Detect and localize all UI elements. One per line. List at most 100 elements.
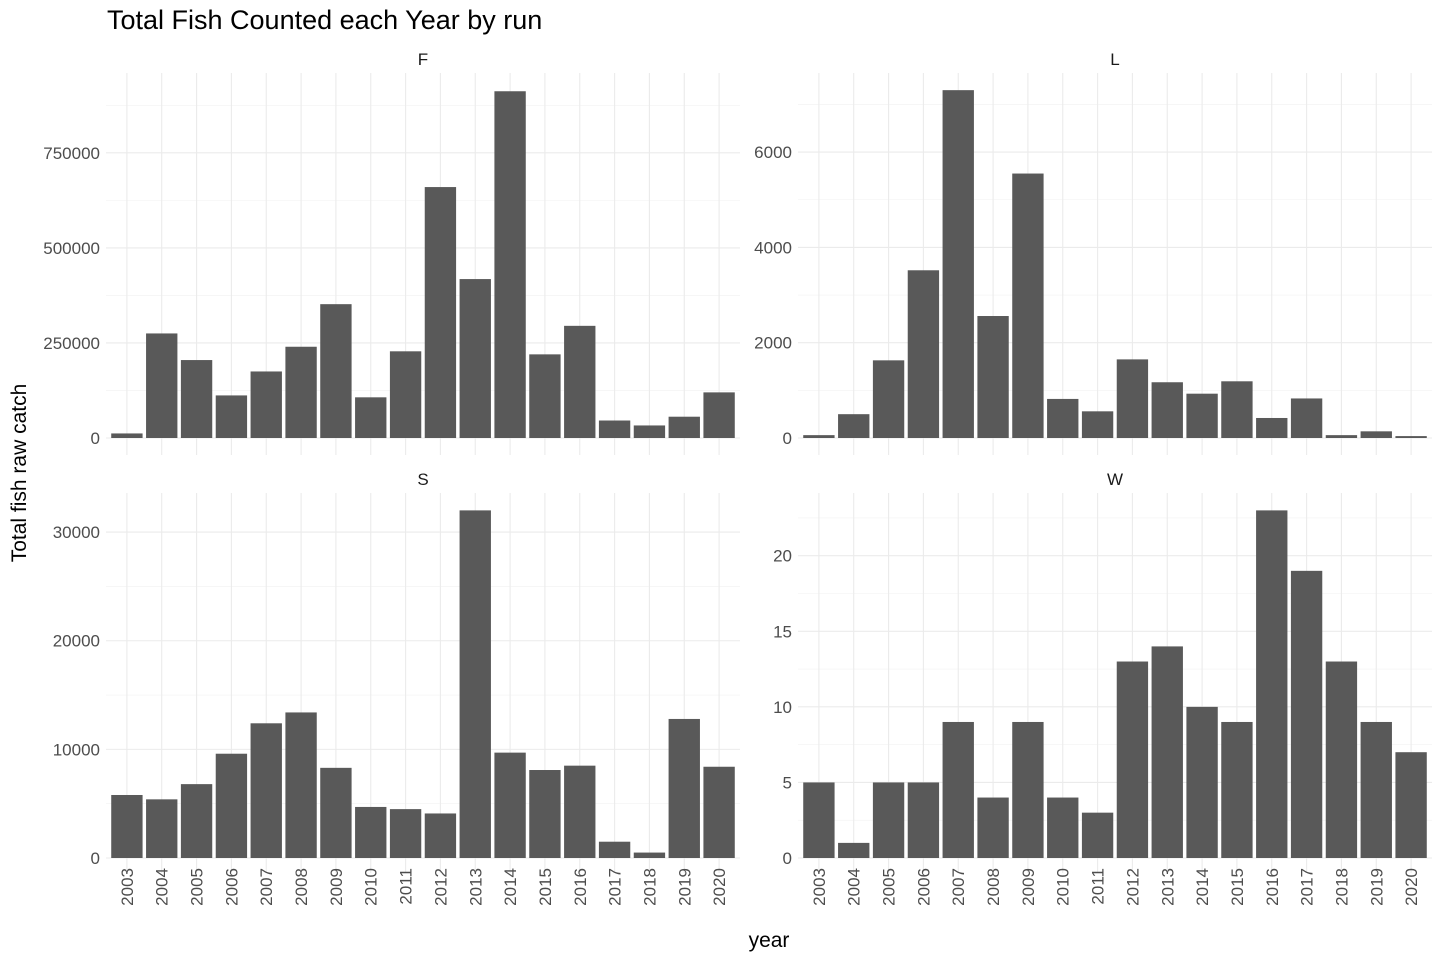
bar-f-2020 bbox=[703, 392, 735, 438]
bar-f-2014 bbox=[494, 91, 526, 438]
bar-w-2017 bbox=[1290, 570, 1323, 858]
x-tick-label: 2005 bbox=[880, 868, 899, 906]
bar-f-2011 bbox=[389, 351, 422, 438]
x-tick-label: 2011 bbox=[1089, 868, 1108, 905]
bar-f-2008 bbox=[285, 346, 317, 438]
x-tick-label: 2010 bbox=[362, 868, 381, 906]
y-tick-label: 10 bbox=[773, 698, 792, 717]
bar-w-2008 bbox=[977, 797, 1009, 858]
bar-f-2003 bbox=[111, 433, 143, 438]
chart-title: Total Fish Counted each Year by run bbox=[107, 5, 542, 35]
x-tick-label: 2015 bbox=[1228, 868, 1247, 906]
x-tick-label: 2007 bbox=[257, 868, 276, 906]
bar-l-2007 bbox=[942, 90, 974, 438]
bar-w-2012 bbox=[1116, 661, 1149, 858]
y-tick-label: 20000 bbox=[53, 632, 100, 651]
x-tick-label: 2016 bbox=[1263, 868, 1282, 906]
x-tick-label: 2016 bbox=[571, 868, 590, 906]
facet-panel-f: 0 250000 500000 750000 F bbox=[43, 50, 740, 455]
x-tick-label: 2015 bbox=[536, 868, 555, 906]
bar-f-2009 bbox=[320, 304, 352, 438]
facet-label-l: L bbox=[1110, 50, 1119, 69]
x-tick-label: 2005 bbox=[188, 868, 207, 906]
bar-l-2017 bbox=[1290, 398, 1323, 438]
x-tick-label: 2006 bbox=[914, 868, 933, 906]
bar-w-2019 bbox=[1360, 721, 1392, 858]
bar-f-2007 bbox=[250, 371, 282, 438]
bar-l-2005 bbox=[872, 360, 905, 438]
bar-w-2011 bbox=[1081, 812, 1114, 858]
facet-label-f: F bbox=[418, 50, 428, 69]
y-tick-label: 30000 bbox=[53, 523, 100, 542]
x-tick-label: 2003 bbox=[810, 868, 829, 906]
y-tick-label: 500000 bbox=[43, 239, 100, 258]
y-tick-label: 0 bbox=[91, 429, 100, 448]
bar-s-2005 bbox=[180, 784, 213, 858]
bar-w-2014 bbox=[1186, 706, 1218, 858]
bar-s-2009 bbox=[320, 767, 352, 858]
bar-w-2007 bbox=[942, 721, 974, 858]
x-tick-label: 2014 bbox=[1193, 868, 1212, 906]
bar-s-2013 bbox=[459, 510, 491, 858]
x-tick-label: 2010 bbox=[1054, 868, 1073, 906]
bar-s-2008 bbox=[285, 712, 317, 858]
x-tick-label: 2012 bbox=[431, 868, 450, 906]
y-tick-label: 15 bbox=[773, 622, 792, 641]
bar-w-2016 bbox=[1256, 510, 1288, 858]
bar-l-2020 bbox=[1395, 436, 1427, 438]
x-tick-label: 2019 bbox=[1367, 868, 1386, 906]
x-tick-label: 2012 bbox=[1123, 868, 1142, 906]
bar-s-2006 bbox=[215, 753, 248, 858]
bar-l-2016 bbox=[1256, 417, 1288, 438]
facet-panel-l: 0 2000 4000 6000 L bbox=[754, 50, 1432, 455]
bar-l-2006 bbox=[907, 270, 940, 438]
y-tick-label: 6000 bbox=[754, 143, 792, 162]
bar-s-2019 bbox=[668, 718, 700, 858]
y-tick-label: 0 bbox=[783, 849, 792, 868]
x-tick-label: 2004 bbox=[153, 868, 172, 906]
y-tick-label: 2000 bbox=[754, 334, 792, 353]
bar-w-2005 bbox=[872, 782, 905, 858]
y-tick-label: 5 bbox=[783, 773, 792, 792]
facet-panels: 0 250000 500000 750000 F 0 2000 4000 6000 L 0 10000… bbox=[43, 50, 1432, 906]
x-tick-label: 2003 bbox=[118, 868, 137, 906]
facet-panel-w: 0 5 10 15 20 W 2003 2004 2005 2006 2007 2008 2009 201… bbox=[773, 470, 1432, 906]
x-tick-label: 2014 bbox=[501, 868, 520, 906]
x-tick-label: 2017 bbox=[606, 868, 625, 906]
bar-w-2006 bbox=[907, 782, 940, 858]
bar-s-2007 bbox=[250, 723, 282, 858]
bar-f-2004 bbox=[146, 333, 178, 438]
x-tick-label: 2006 bbox=[222, 868, 241, 906]
x-tick-label: 2004 bbox=[845, 868, 864, 906]
bar-f-2010 bbox=[355, 397, 387, 438]
bar-f-2005 bbox=[180, 360, 213, 438]
x-tick-label: 2020 bbox=[1402, 868, 1421, 906]
bar-s-2011 bbox=[389, 809, 422, 858]
x-tick-label: 2013 bbox=[1158, 868, 1177, 906]
y-tick-label: 0 bbox=[91, 849, 100, 868]
bar-s-2018 bbox=[633, 852, 666, 858]
bar-s-2012 bbox=[424, 813, 457, 858]
bar-w-2009 bbox=[1012, 721, 1044, 858]
y-tick-label: 750000 bbox=[43, 144, 100, 163]
bar-l-2011 bbox=[1081, 411, 1114, 438]
x-tick-label: 2020 bbox=[710, 868, 729, 906]
x-tick-label: 2019 bbox=[675, 868, 694, 906]
bar-l-2003 bbox=[803, 435, 835, 438]
bar-f-2015 bbox=[529, 354, 561, 438]
bar-s-2010 bbox=[355, 806, 387, 858]
bar-l-2012 bbox=[1116, 359, 1149, 438]
x-tick-label: 2018 bbox=[640, 868, 659, 906]
x-tick-label: 2013 bbox=[466, 868, 485, 906]
y-axis-title: Total fish raw catch bbox=[8, 384, 31, 563]
facet-label-s: S bbox=[417, 470, 428, 489]
x-tick-label: 2011 bbox=[397, 868, 416, 905]
bar-l-2013 bbox=[1151, 382, 1183, 438]
bar-l-2014 bbox=[1186, 393, 1218, 438]
bar-l-2010 bbox=[1047, 398, 1079, 438]
bar-w-2010 bbox=[1047, 797, 1079, 858]
bar-w-2003 bbox=[803, 782, 835, 858]
x-tick-label: 2008 bbox=[984, 868, 1003, 906]
x-tick-label: 2017 bbox=[1298, 868, 1317, 906]
